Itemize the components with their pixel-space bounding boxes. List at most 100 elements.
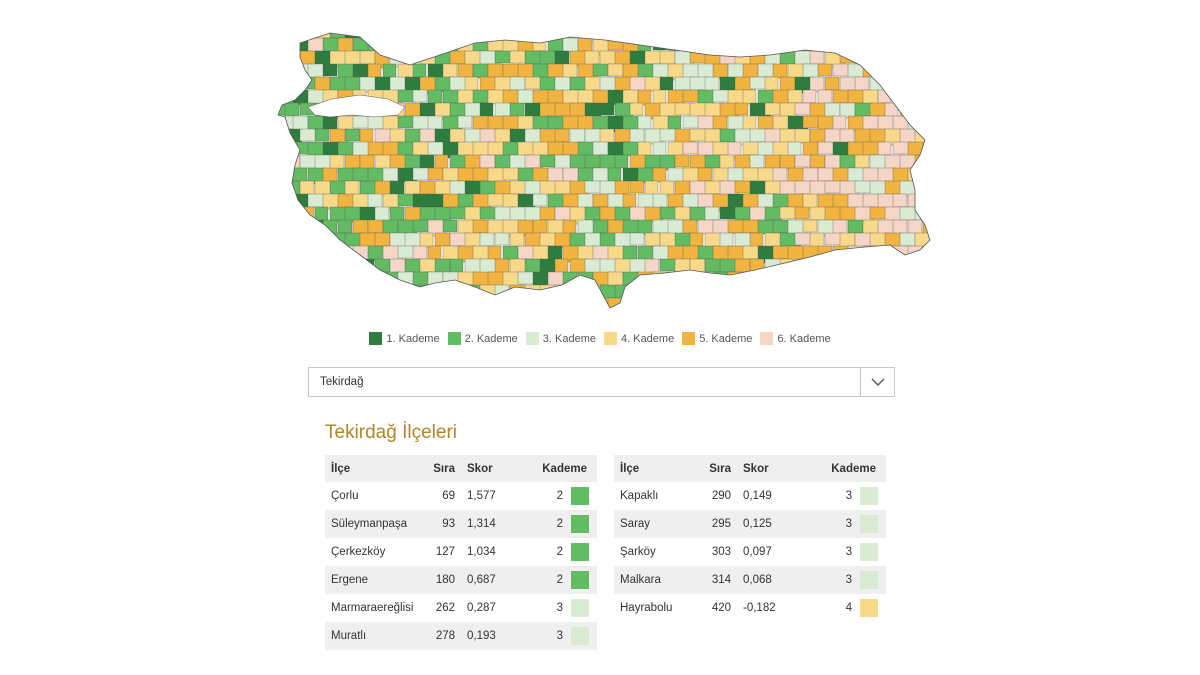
district-area[interactable] xyxy=(780,311,794,315)
district-area[interactable] xyxy=(772,271,790,290)
district-area[interactable] xyxy=(637,193,655,209)
district-area[interactable] xyxy=(817,297,834,310)
district-area[interactable] xyxy=(479,154,496,169)
district-area[interactable] xyxy=(727,37,745,53)
district-area[interactable] xyxy=(284,76,304,95)
district-area[interactable] xyxy=(524,128,543,144)
district-area[interactable] xyxy=(629,25,652,40)
district-area[interactable] xyxy=(787,89,803,104)
district-area[interactable] xyxy=(922,167,935,182)
district-area[interactable] xyxy=(854,154,870,169)
district-area[interactable] xyxy=(465,311,482,315)
district-area[interactable] xyxy=(479,102,494,119)
district-area[interactable] xyxy=(659,25,677,40)
district-area[interactable] xyxy=(344,128,361,142)
district-area[interactable] xyxy=(712,115,728,130)
district-area[interactable] xyxy=(727,141,742,159)
district-area[interactable] xyxy=(315,311,335,315)
district-row[interactable]: Çerkezköy 127 1,034 2 xyxy=(325,538,597,566)
district-area[interactable] xyxy=(278,245,295,260)
district-area[interactable] xyxy=(637,115,652,130)
district-area[interactable] xyxy=(337,271,357,289)
district-area[interactable] xyxy=(547,167,564,183)
district-area[interactable] xyxy=(449,284,470,300)
district-area[interactable] xyxy=(644,25,661,41)
district-area[interactable] xyxy=(802,297,821,313)
district-area[interactable] xyxy=(292,219,312,234)
district-area[interactable] xyxy=(704,206,720,221)
district-area[interactable] xyxy=(584,102,602,118)
district-area[interactable] xyxy=(652,141,667,157)
district-area[interactable] xyxy=(554,76,571,93)
district-area[interactable] xyxy=(449,25,467,39)
district-area[interactable] xyxy=(749,25,771,42)
district-area[interactable] xyxy=(419,284,441,302)
district-area[interactable] xyxy=(314,284,329,303)
district-area[interactable] xyxy=(405,311,418,315)
district-area[interactable] xyxy=(442,219,458,233)
district-area[interactable] xyxy=(539,258,558,274)
district-area[interactable] xyxy=(697,271,720,290)
district-area[interactable] xyxy=(929,50,935,69)
district-area[interactable] xyxy=(637,297,655,314)
district-area[interactable] xyxy=(292,245,309,263)
district-area[interactable] xyxy=(367,297,383,310)
district-area[interactable] xyxy=(509,50,527,64)
district-area[interactable] xyxy=(787,271,803,287)
district-area[interactable] xyxy=(764,284,781,302)
district-area[interactable] xyxy=(525,311,539,315)
district-area[interactable] xyxy=(772,37,788,52)
district-area[interactable] xyxy=(367,219,384,234)
district-area[interactable] xyxy=(584,258,602,275)
district-area[interactable] xyxy=(705,311,719,315)
district-area[interactable] xyxy=(615,311,632,315)
district-area[interactable] xyxy=(690,311,709,315)
district-area[interactable] xyxy=(389,180,405,197)
district-row[interactable]: Çorlu 69 1,577 2 xyxy=(325,482,597,510)
district-area[interactable] xyxy=(600,311,619,315)
district-area[interactable] xyxy=(352,37,370,52)
district-area[interactable] xyxy=(584,180,603,194)
district-area[interactable] xyxy=(337,297,356,313)
district-area[interactable] xyxy=(479,232,495,247)
district-area[interactable] xyxy=(824,102,841,119)
district-area[interactable] xyxy=(532,37,547,52)
district-area[interactable] xyxy=(570,311,585,315)
district-area[interactable] xyxy=(809,76,825,93)
district-area[interactable] xyxy=(480,311,498,315)
district-area[interactable] xyxy=(637,37,652,52)
district-area[interactable] xyxy=(509,25,531,38)
district-area[interactable] xyxy=(494,258,510,274)
district-area[interactable] xyxy=(374,206,390,222)
district-area[interactable] xyxy=(434,206,452,222)
district-area[interactable] xyxy=(434,25,452,39)
district-area[interactable] xyxy=(667,141,684,157)
district-area[interactable] xyxy=(817,167,835,182)
district-area[interactable] xyxy=(554,25,571,40)
district-area[interactable] xyxy=(494,25,513,40)
district-area[interactable] xyxy=(779,206,798,220)
district-area[interactable] xyxy=(787,297,808,312)
district-area[interactable] xyxy=(742,89,757,105)
district-area[interactable] xyxy=(607,245,626,261)
district-area[interactable] xyxy=(517,245,536,260)
district-area[interactable] xyxy=(854,25,873,38)
district-row[interactable]: Muratlı 278 0,193 3 xyxy=(325,622,597,650)
district-area[interactable] xyxy=(359,25,379,40)
district-area[interactable] xyxy=(914,76,935,92)
district-area[interactable] xyxy=(540,311,557,315)
district-area[interactable] xyxy=(599,128,615,144)
district-area[interactable] xyxy=(877,63,893,78)
district-area[interactable] xyxy=(284,258,306,274)
district-area[interactable] xyxy=(719,128,737,143)
district-area[interactable] xyxy=(389,284,405,298)
district-area[interactable] xyxy=(832,37,850,51)
district-area[interactable] xyxy=(629,180,645,194)
district-area[interactable] xyxy=(787,141,802,158)
district-area[interactable] xyxy=(719,284,739,299)
district-area[interactable] xyxy=(877,271,897,287)
district-area[interactable] xyxy=(892,37,913,54)
district-area[interactable] xyxy=(352,271,367,289)
district-area[interactable] xyxy=(577,297,596,314)
district-area[interactable] xyxy=(899,76,920,92)
